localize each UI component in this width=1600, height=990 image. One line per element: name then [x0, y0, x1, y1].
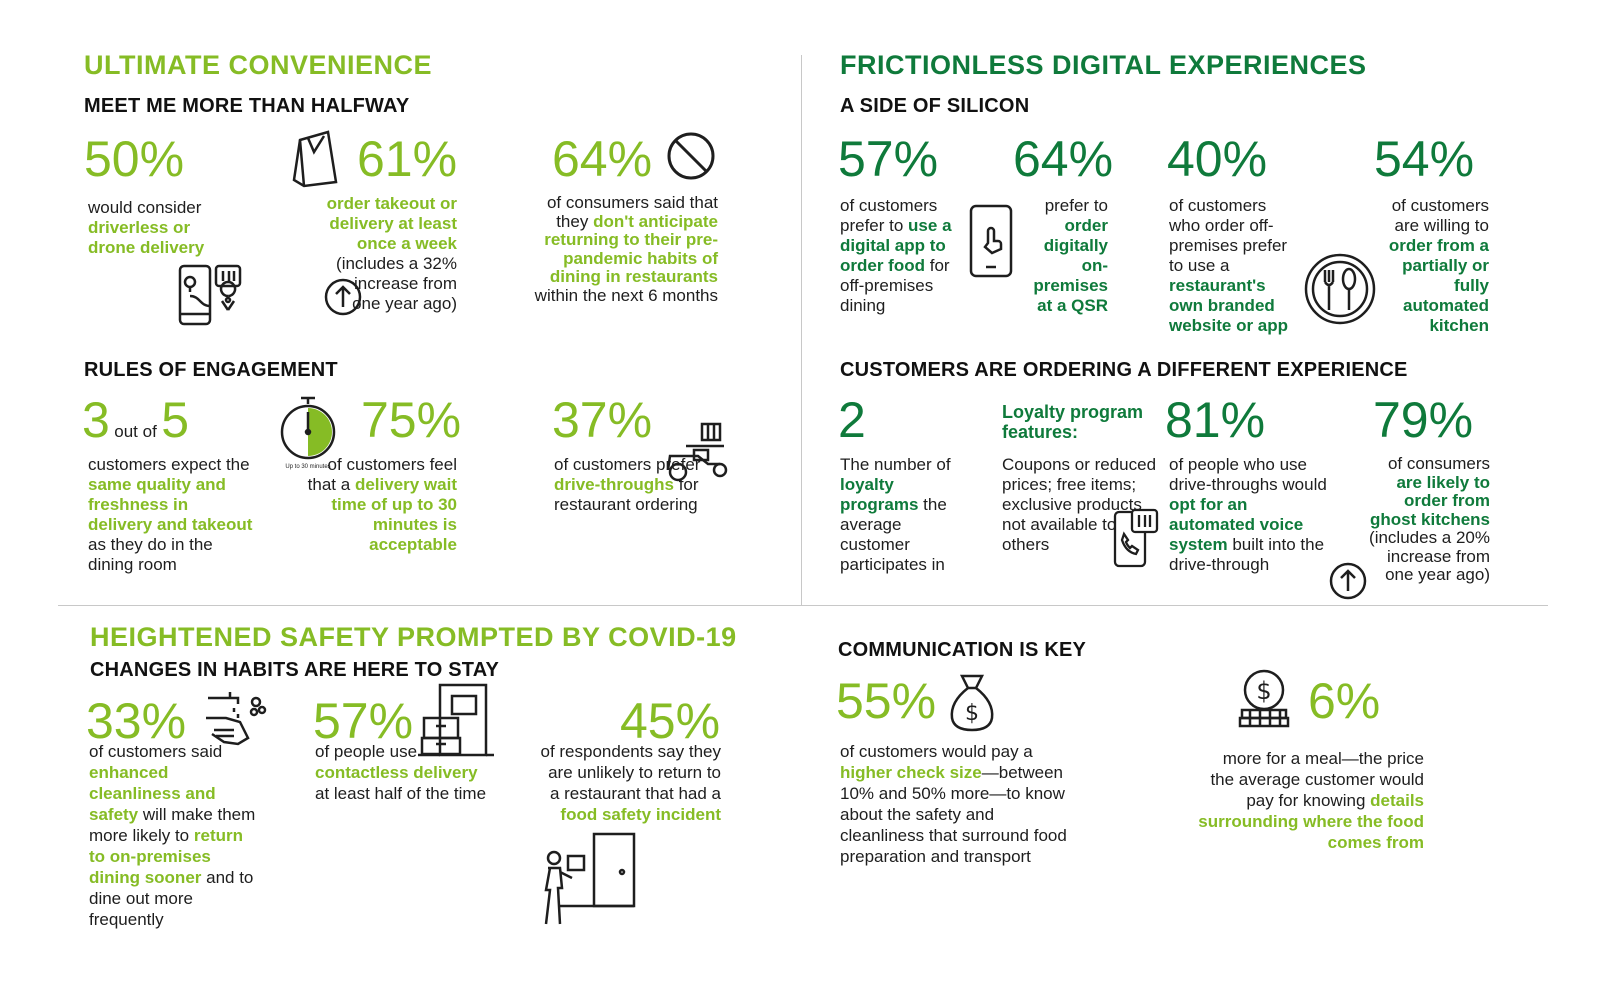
- stat-value-6: 6%: [1308, 673, 1381, 729]
- loyalty-features-title: Loyalty program features:: [1002, 402, 1144, 442]
- stat-value-37: 37%: [552, 392, 653, 448]
- section-title-convenience: ULTIMATE CONVENIENCE: [84, 50, 433, 80]
- phone-location-icon: [176, 262, 248, 328]
- subheading-halfway: MEET ME MORE THAN HALFWAY: [84, 95, 410, 117]
- prohibited-icon: [665, 130, 717, 182]
- takeout-bag-icon: [290, 126, 340, 188]
- stat-text-takeout: order takeout or delivery at least once …: [326, 194, 457, 313]
- stat-value-57-app: 57%: [838, 131, 939, 187]
- svg-text:$: $: [965, 701, 979, 726]
- stat-text-drive-throughs: of customers prefer drive-throughs for r…: [554, 455, 701, 514]
- stat-value-33: 33%: [86, 693, 187, 749]
- section-title-safety: HEIGHTENED SAFETY PROMPTED BY COVID-19: [90, 622, 737, 652]
- stat-text-food-safety: of respondents say they are unlikely to …: [540, 742, 721, 824]
- up-arrow-icon-ghost: [1328, 561, 1368, 601]
- stat-value-79: 79%: [1373, 392, 1474, 448]
- vertical-divider: [801, 55, 802, 605]
- stat-value-2: 2: [838, 392, 866, 448]
- stat-text-higher-check: of customers would pay a higher check si…: [840, 742, 1067, 866]
- coin-stack-icon: $: [1236, 668, 1292, 734]
- horizontal-divider: [58, 605, 1548, 606]
- stat-text-wait-time: of customers feel that a delivery wait t…: [307, 455, 457, 554]
- delivery-scooter-icon: [664, 420, 730, 482]
- stat-value-57-contactless: 57%: [313, 693, 414, 749]
- section-title-digital: FRICTIONLESS DIGITAL EXPERIENCES: [840, 50, 1367, 80]
- stat-value-81: 81%: [1165, 392, 1266, 448]
- stat-text-digital-app: of customers prefer to use a digital app…: [840, 196, 952, 315]
- stat-value-64-digital: 64%: [1013, 131, 1114, 187]
- stat-text-cleanliness: of customers said enhanced cleanliness a…: [89, 742, 256, 929]
- stat-value-3-of-5: 3 out of 5: [82, 392, 190, 448]
- stat-text-food-origin: more for a meal—the price the average cu…: [1198, 749, 1424, 852]
- stat-text-driverless: would consider driverless or drone deliv…: [88, 198, 205, 257]
- smartphone-touch-icon: [968, 203, 1014, 279]
- subheading-ordering: CUSTOMERS ARE ORDERING A DIFFERENT EXPER…: [840, 359, 1408, 381]
- stat-value-61: 61%: [357, 131, 458, 187]
- plate-cutlery-icon: [1303, 252, 1377, 326]
- svg-text:$: $: [1256, 677, 1271, 705]
- subheading-engagement: RULES OF ENGAGEMENT: [84, 359, 338, 381]
- stat-text-loyalty-programs: The number of loyalty programs the avera…: [840, 455, 951, 574]
- stat-value-40: 40%: [1167, 131, 1268, 187]
- stat-text-ghost-kitchens: of consumers are likely to order from gh…: [1369, 454, 1490, 584]
- stat-value-75: 75%: [361, 392, 462, 448]
- stat-text-automated-kitchen: of customers are willing to order from a…: [1388, 196, 1489, 335]
- stopwatch-icon: Up to 30 minutes: [277, 394, 339, 470]
- subheading-habits: CHANGES IN HABITS ARE HERE TO STAY: [90, 659, 500, 681]
- handwashing-icon: [204, 690, 268, 750]
- stat-text-pandemic-habits: of consumers said that they don't antici…: [534, 193, 718, 305]
- stat-value-54: 54%: [1374, 131, 1475, 187]
- stat-text-same-quality: customers expect the same quality and fr…: [88, 455, 253, 574]
- delivery-person-door-icon: [540, 830, 636, 928]
- package-doorstep-icon: [416, 682, 496, 760]
- up-arrow-icon: [323, 277, 363, 317]
- stat-text-order-digitally: prefer to order digitally on-premises at…: [1033, 196, 1108, 315]
- stat-value-45: 45%: [620, 693, 721, 749]
- stat-value-55: 55%: [836, 673, 937, 729]
- stat-text-voice-system: of people who use drive-throughs would o…: [1169, 455, 1327, 574]
- subheading-communication: COMMUNICATION IS KEY: [838, 639, 1087, 661]
- stat-value-64-consumers: 64%: [552, 131, 653, 187]
- stat-text-branded-website: of customers who order off-premises pref…: [1169, 196, 1289, 335]
- stat-text-contactless: of people use contactless delivery at le…: [315, 742, 487, 803]
- loyalty-features-text: Coupons or reduced prices; free items; e…: [1002, 455, 1157, 554]
- timer-label: Up to 30 minutes: [285, 464, 331, 470]
- subheading-silicon: A SIDE OF SILICON: [840, 95, 1030, 117]
- money-bag-icon: $: [946, 672, 998, 734]
- mobile-order-icon: [1112, 508, 1160, 568]
- stat-value-50: 50%: [84, 131, 185, 187]
